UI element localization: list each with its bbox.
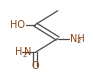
Text: HO: HO bbox=[10, 20, 25, 30]
Text: O: O bbox=[32, 61, 39, 71]
Text: H: H bbox=[15, 47, 22, 57]
Text: 2: 2 bbox=[76, 38, 81, 44]
Text: 2: 2 bbox=[23, 52, 27, 58]
Text: N: N bbox=[24, 47, 32, 57]
Text: NH: NH bbox=[70, 33, 85, 44]
